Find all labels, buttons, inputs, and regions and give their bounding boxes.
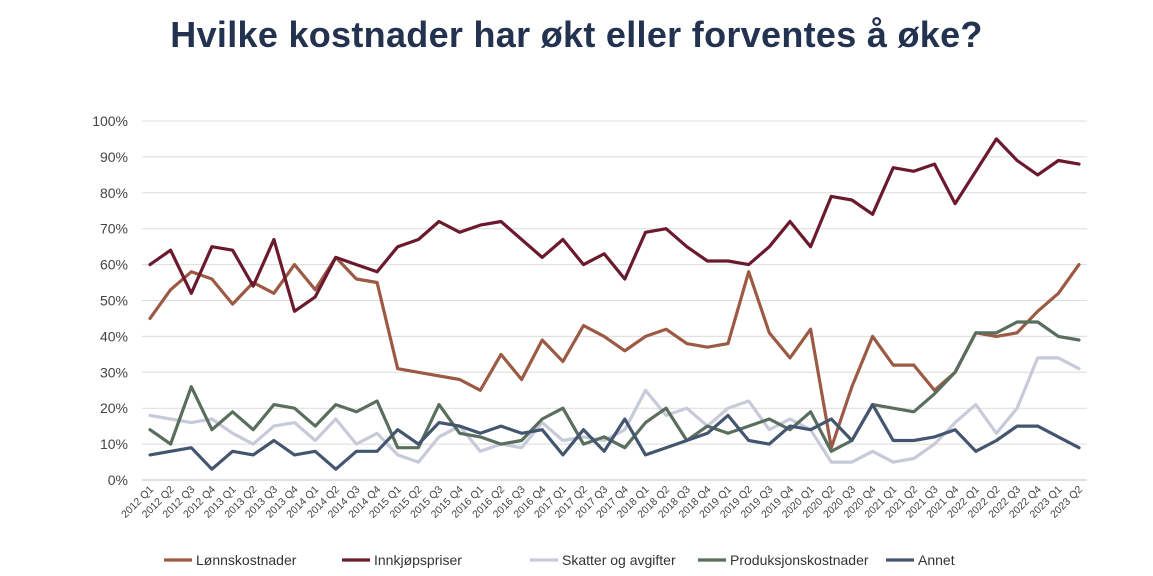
legend-label: Skatter og avgifter [562,552,676,568]
legend-label: Annet [918,552,955,568]
legend-label: Lønnskostnader [196,552,297,568]
y-tick-label: 90% [100,149,128,165]
y-tick-label: 100% [92,113,128,129]
series-line-produksjonskostnader [148,320,1081,453]
series-line-innkjøpspriser [148,137,1081,313]
series-line-lønnskostnader [148,255,1081,450]
grid-lines [142,120,1087,481]
series-line-annet [148,403,1081,471]
y-tick-label: 40% [100,328,128,344]
series-line-skatter-og-avgifter [148,356,1081,464]
y-tick-label: 80% [100,185,128,201]
y-axis-ticks: 0% 10% 20% 30% 40% 50% 60% 70% 80% 90% 100% [92,113,128,488]
legend-label: Produksjonskostnader [730,552,869,568]
y-tick-label: 30% [100,364,128,380]
y-tick-label: 20% [100,400,128,416]
y-tick-label: 10% [100,436,128,452]
y-tick-label: 60% [100,257,128,273]
y-tick-label: 70% [100,221,128,237]
legend: Lønnskostnader Innkjøpspriser Skatter og a… [164,552,955,568]
legend-label: Innkjøpspriser [374,552,462,568]
y-tick-label: 50% [100,293,128,309]
y-tick-label: 0% [108,472,128,488]
chart-title: Hvilke kostnader har økt eller forventes… [170,14,983,55]
series-lines [148,137,1081,471]
